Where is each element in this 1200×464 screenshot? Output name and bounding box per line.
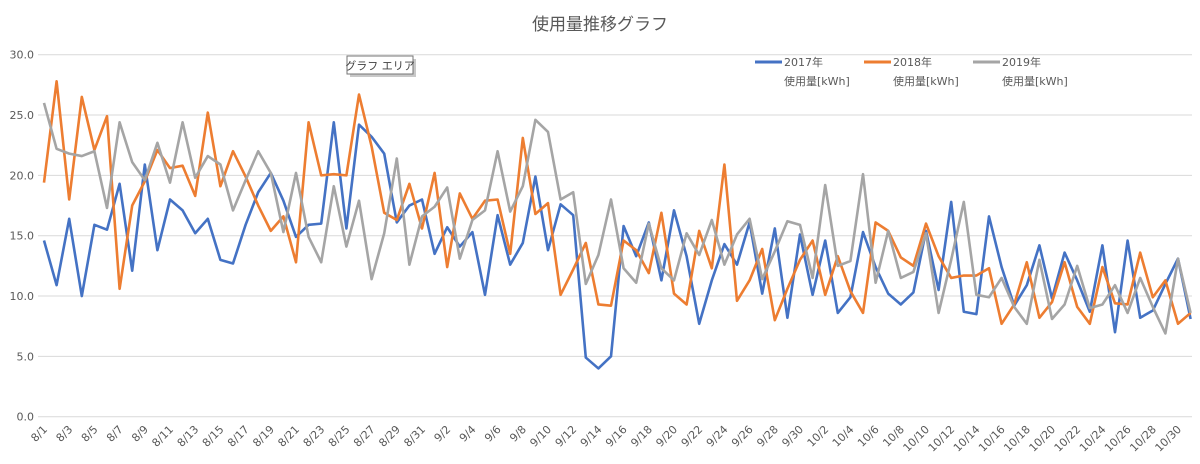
x-tick-label: 8/25 [326,423,353,450]
x-tick-label: 10/16 [976,423,1008,455]
y-tick-label: 20.0 [10,169,35,182]
y-tick-label: 15.0 [10,230,35,243]
x-tick-label: 9/8 [507,423,529,445]
x-tick-label: 10/24 [1077,423,1109,455]
x-tick-label: 8/11 [149,423,176,450]
x-tick-label: 9/30 [779,423,806,450]
series-lines [42,79,1192,370]
x-tick-label: 9/2 [432,423,454,445]
x-tick-label: 8/7 [104,423,126,445]
y-tick-label: 25.0 [10,109,35,122]
y-tick-label: 0.0 [17,411,35,424]
legend-label-unit: 使用量[kWh] [784,75,850,88]
x-tick-label: 9/26 [729,423,756,450]
legend-label-unit: 使用量[kWh] [1002,75,1068,88]
x-tick-label: 10/18 [1001,423,1033,455]
x-tick-label: 9/4 [457,423,479,445]
x-tick-label: 9/14 [578,423,605,450]
x-tick-label: 9/10 [527,423,554,450]
series-line [42,120,1192,370]
x-tick-label: 9/6 [482,423,504,445]
legend-label: 2019年 [1002,55,1041,69]
x-tick-label: 8/21 [275,423,302,450]
tooltip-text: グラフ エリア [345,59,415,73]
x-tick-label: 9/16 [603,423,630,450]
x-tick-label: 8/29 [376,423,403,450]
x-tick-label: 10/28 [1127,423,1159,455]
x-tick-label: 10/10 [901,423,933,455]
series-line [42,102,1192,335]
x-tick-label: 8/19 [250,423,277,450]
x-tick-label: 9/28 [754,423,781,450]
x-tick-label: 8/31 [401,423,428,450]
legend-label: 2017年 [784,55,823,69]
x-tick-label: 10/20 [1027,423,1059,455]
x-tick-label: 10/2 [805,423,832,450]
x-tick-label: 8/17 [225,423,252,450]
x-tick-label: 8/1 [28,423,50,445]
x-tick-label: 8/9 [129,423,151,445]
x-tick-label: 9/24 [704,423,731,450]
x-tick-label: 9/12 [553,423,580,450]
x-tick-label: 9/20 [653,423,680,450]
legend-label-unit: 使用量[kWh] [893,75,959,88]
x-tick-label: 10/30 [1153,423,1185,455]
series-2019年 [42,102,1192,335]
x-tick-label: 10/4 [830,423,857,450]
x-tick-label: 9/18 [628,423,655,450]
x-tick-label: 8/13 [175,423,202,450]
y-tick-label: 10.0 [10,290,35,303]
x-tick-label: 8/3 [54,423,76,445]
series-2018年 [42,79,1192,326]
series-line [42,79,1192,326]
chart-title: 使用量推移グラフ [532,14,668,35]
x-tick-label: 10/12 [926,423,958,455]
x-tick-label: 10/6 [855,423,882,450]
x-tick-label: 10/26 [1102,423,1134,455]
x-axis: 8/1 8/3 8/5 8/7 8/98/118/138/158/178/198/218… [28,423,1184,455]
x-tick-label: 8/15 [200,423,227,450]
series-2017年 [42,120,1192,370]
x-tick-label: 8/5 [79,423,101,445]
chart-area-tooltip: グラフ エリア [345,55,416,77]
y-tick-label: 30.0 [10,49,35,62]
x-tick-label: 8/23 [301,423,328,450]
y-axis: 0.0 5.0 10.0 15.0 20.0 25.0 30.0 [10,49,35,424]
x-tick-label: 9/22 [679,423,706,450]
legend-label: 2018年 [893,55,932,69]
x-tick-label: 10/14 [951,423,983,455]
y-tick-label: 5.0 [17,350,35,363]
gridlines [38,54,1192,418]
x-tick-label: 10/22 [1052,423,1084,455]
x-tick-label: 8/27 [351,423,378,450]
